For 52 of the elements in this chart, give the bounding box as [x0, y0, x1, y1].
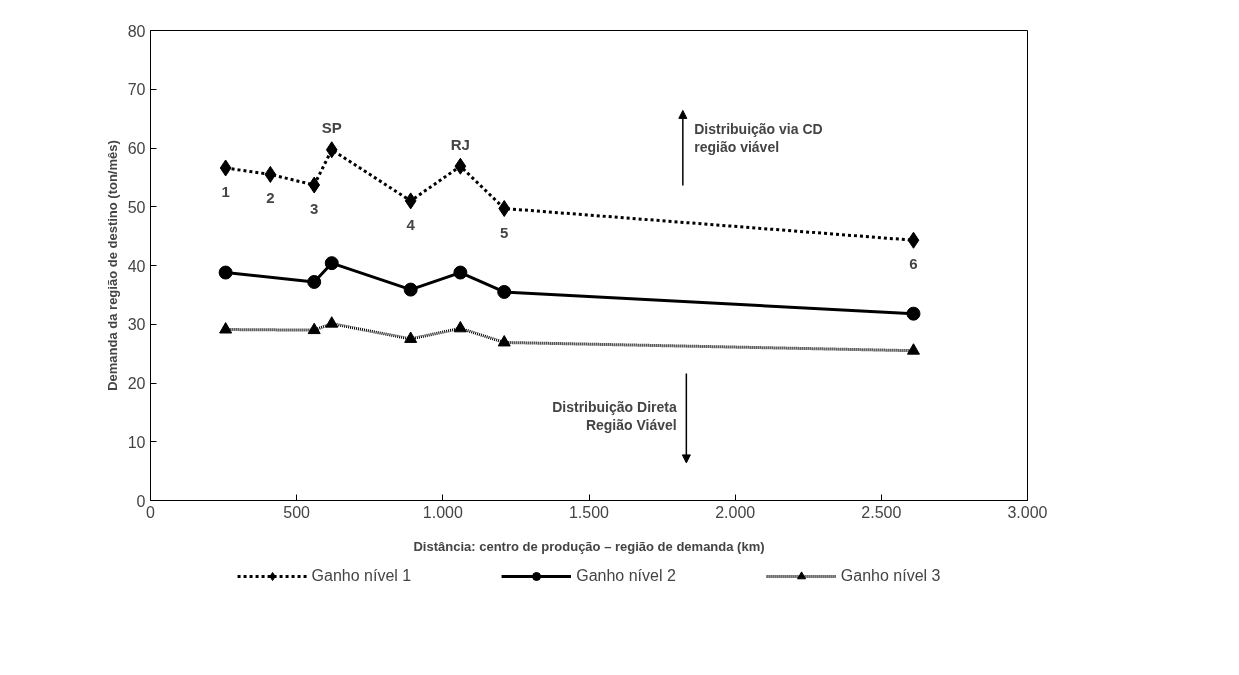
y-tick-label: 0	[136, 492, 146, 510]
annotation: 2	[266, 189, 275, 207]
point	[403, 282, 418, 297]
annotation: SP	[321, 119, 342, 137]
point	[404, 192, 417, 210]
point	[307, 322, 321, 335]
y-tick-label: 10	[127, 433, 146, 451]
point	[264, 165, 277, 183]
point	[218, 265, 233, 280]
annotation: RJ	[450, 135, 470, 153]
point	[308, 176, 321, 194]
annotation: 3	[310, 200, 319, 218]
x-tick-label: 2.000	[715, 503, 756, 521]
y-tick-label: 60	[127, 140, 146, 157]
y-tick-label: 30	[127, 316, 146, 334]
legend-label: Ganho nível 1	[311, 567, 412, 585]
point	[498, 200, 511, 218]
x-tick-label: 1.500	[568, 503, 610, 521]
point	[453, 320, 467, 333]
point	[404, 331, 418, 343]
x-tick-label: 2.500	[861, 503, 902, 521]
legend-label: Ganho nível 3	[840, 567, 941, 585]
x-tick-label: 500	[283, 503, 311, 521]
annotation: Distribuição via CD região viável	[694, 121, 823, 156]
point	[906, 306, 921, 321]
point	[454, 157, 467, 175]
x-tick-label: 3.000	[1007, 503, 1048, 521]
y-tick-label: 40	[127, 257, 146, 275]
annotation: Distribuição Direta Região Viável	[552, 398, 677, 433]
x-tick-label: 1.000	[422, 503, 463, 521]
legend-label: Ganho nível 2	[576, 567, 676, 585]
y-axis-title: Demanda da região de destino (ton/mês)	[104, 140, 120, 391]
point	[453, 265, 468, 280]
point	[324, 256, 339, 271]
annotation: 1	[221, 182, 230, 200]
point	[219, 159, 232, 177]
point	[906, 343, 920, 355]
annotation: 4	[406, 215, 416, 233]
y-tick-label: 70	[127, 81, 146, 99]
point	[497, 335, 511, 347]
point	[219, 322, 233, 334]
point	[325, 316, 339, 328]
y-tick-label: 80	[127, 22, 146, 40]
annotation: 5	[500, 223, 509, 241]
y-tick-label: 50	[127, 198, 146, 216]
point	[325, 141, 338, 159]
x-axis-title: Distância: centro de produção – região de demanda (km)	[413, 538, 765, 554]
point	[497, 284, 512, 299]
point	[307, 274, 322, 289]
annotation: 6	[909, 255, 918, 273]
y-tick-label: 20	[127, 375, 146, 392]
point	[907, 231, 920, 249]
